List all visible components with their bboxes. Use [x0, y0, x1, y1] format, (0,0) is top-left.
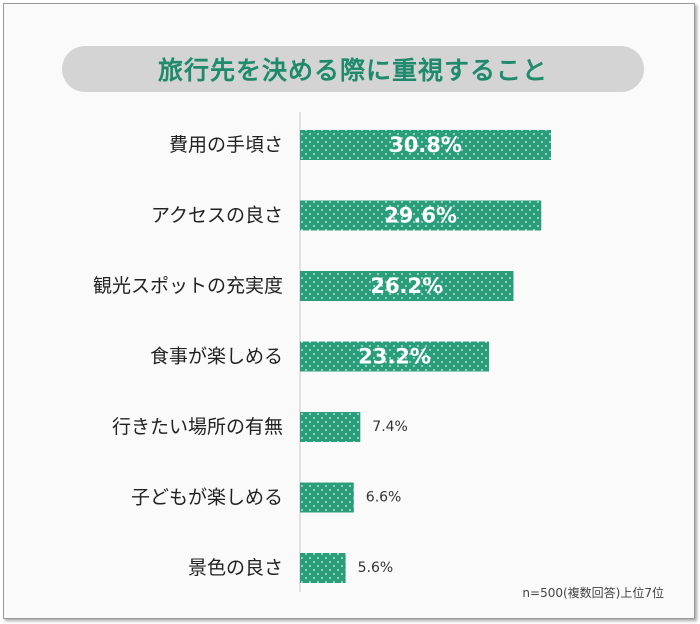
- title-banner: 旅行先を決める際に重視すること: [62, 46, 644, 92]
- value-label: 29.6%: [384, 204, 457, 228]
- category-label: 行きたい場所の有無: [112, 416, 283, 438]
- bar-dot-pattern: [300, 482, 354, 513]
- value-label: 5.6%: [358, 560, 394, 576]
- value-label: 7.4%: [372, 419, 408, 435]
- bar-dot-pattern: [300, 341, 490, 372]
- bar-dot-pattern: [300, 271, 514, 301]
- bar-dot-pattern: [300, 553, 346, 583]
- value-label: 23.2%: [358, 345, 431, 369]
- sample-footnote: n=500(複数回答)上位7位: [522, 586, 664, 600]
- value-label: 26.2%: [370, 274, 443, 298]
- category-label: 景色の良さ: [188, 557, 283, 579]
- bar-dot-pattern: [300, 412, 361, 442]
- chart-title: 旅行先を決める際に重視すること: [157, 56, 548, 85]
- category-label: 費用の手頃さ: [169, 134, 283, 156]
- category-label: 食事が楽しめる: [150, 346, 283, 368]
- category-label: 子どもが楽しめる: [131, 487, 283, 509]
- bar-dot-pattern: [300, 200, 542, 231]
- category-label: 観光スポットの充実度: [93, 275, 283, 297]
- bar-dot-pattern: [300, 130, 552, 160]
- chart-frame: 旅行先を決める際に重視すること: [3, 3, 695, 619]
- value-label: 6.6%: [366, 490, 402, 506]
- value-label: 30.8%: [389, 133, 462, 157]
- category-label: アクセスの良さ: [151, 205, 283, 227]
